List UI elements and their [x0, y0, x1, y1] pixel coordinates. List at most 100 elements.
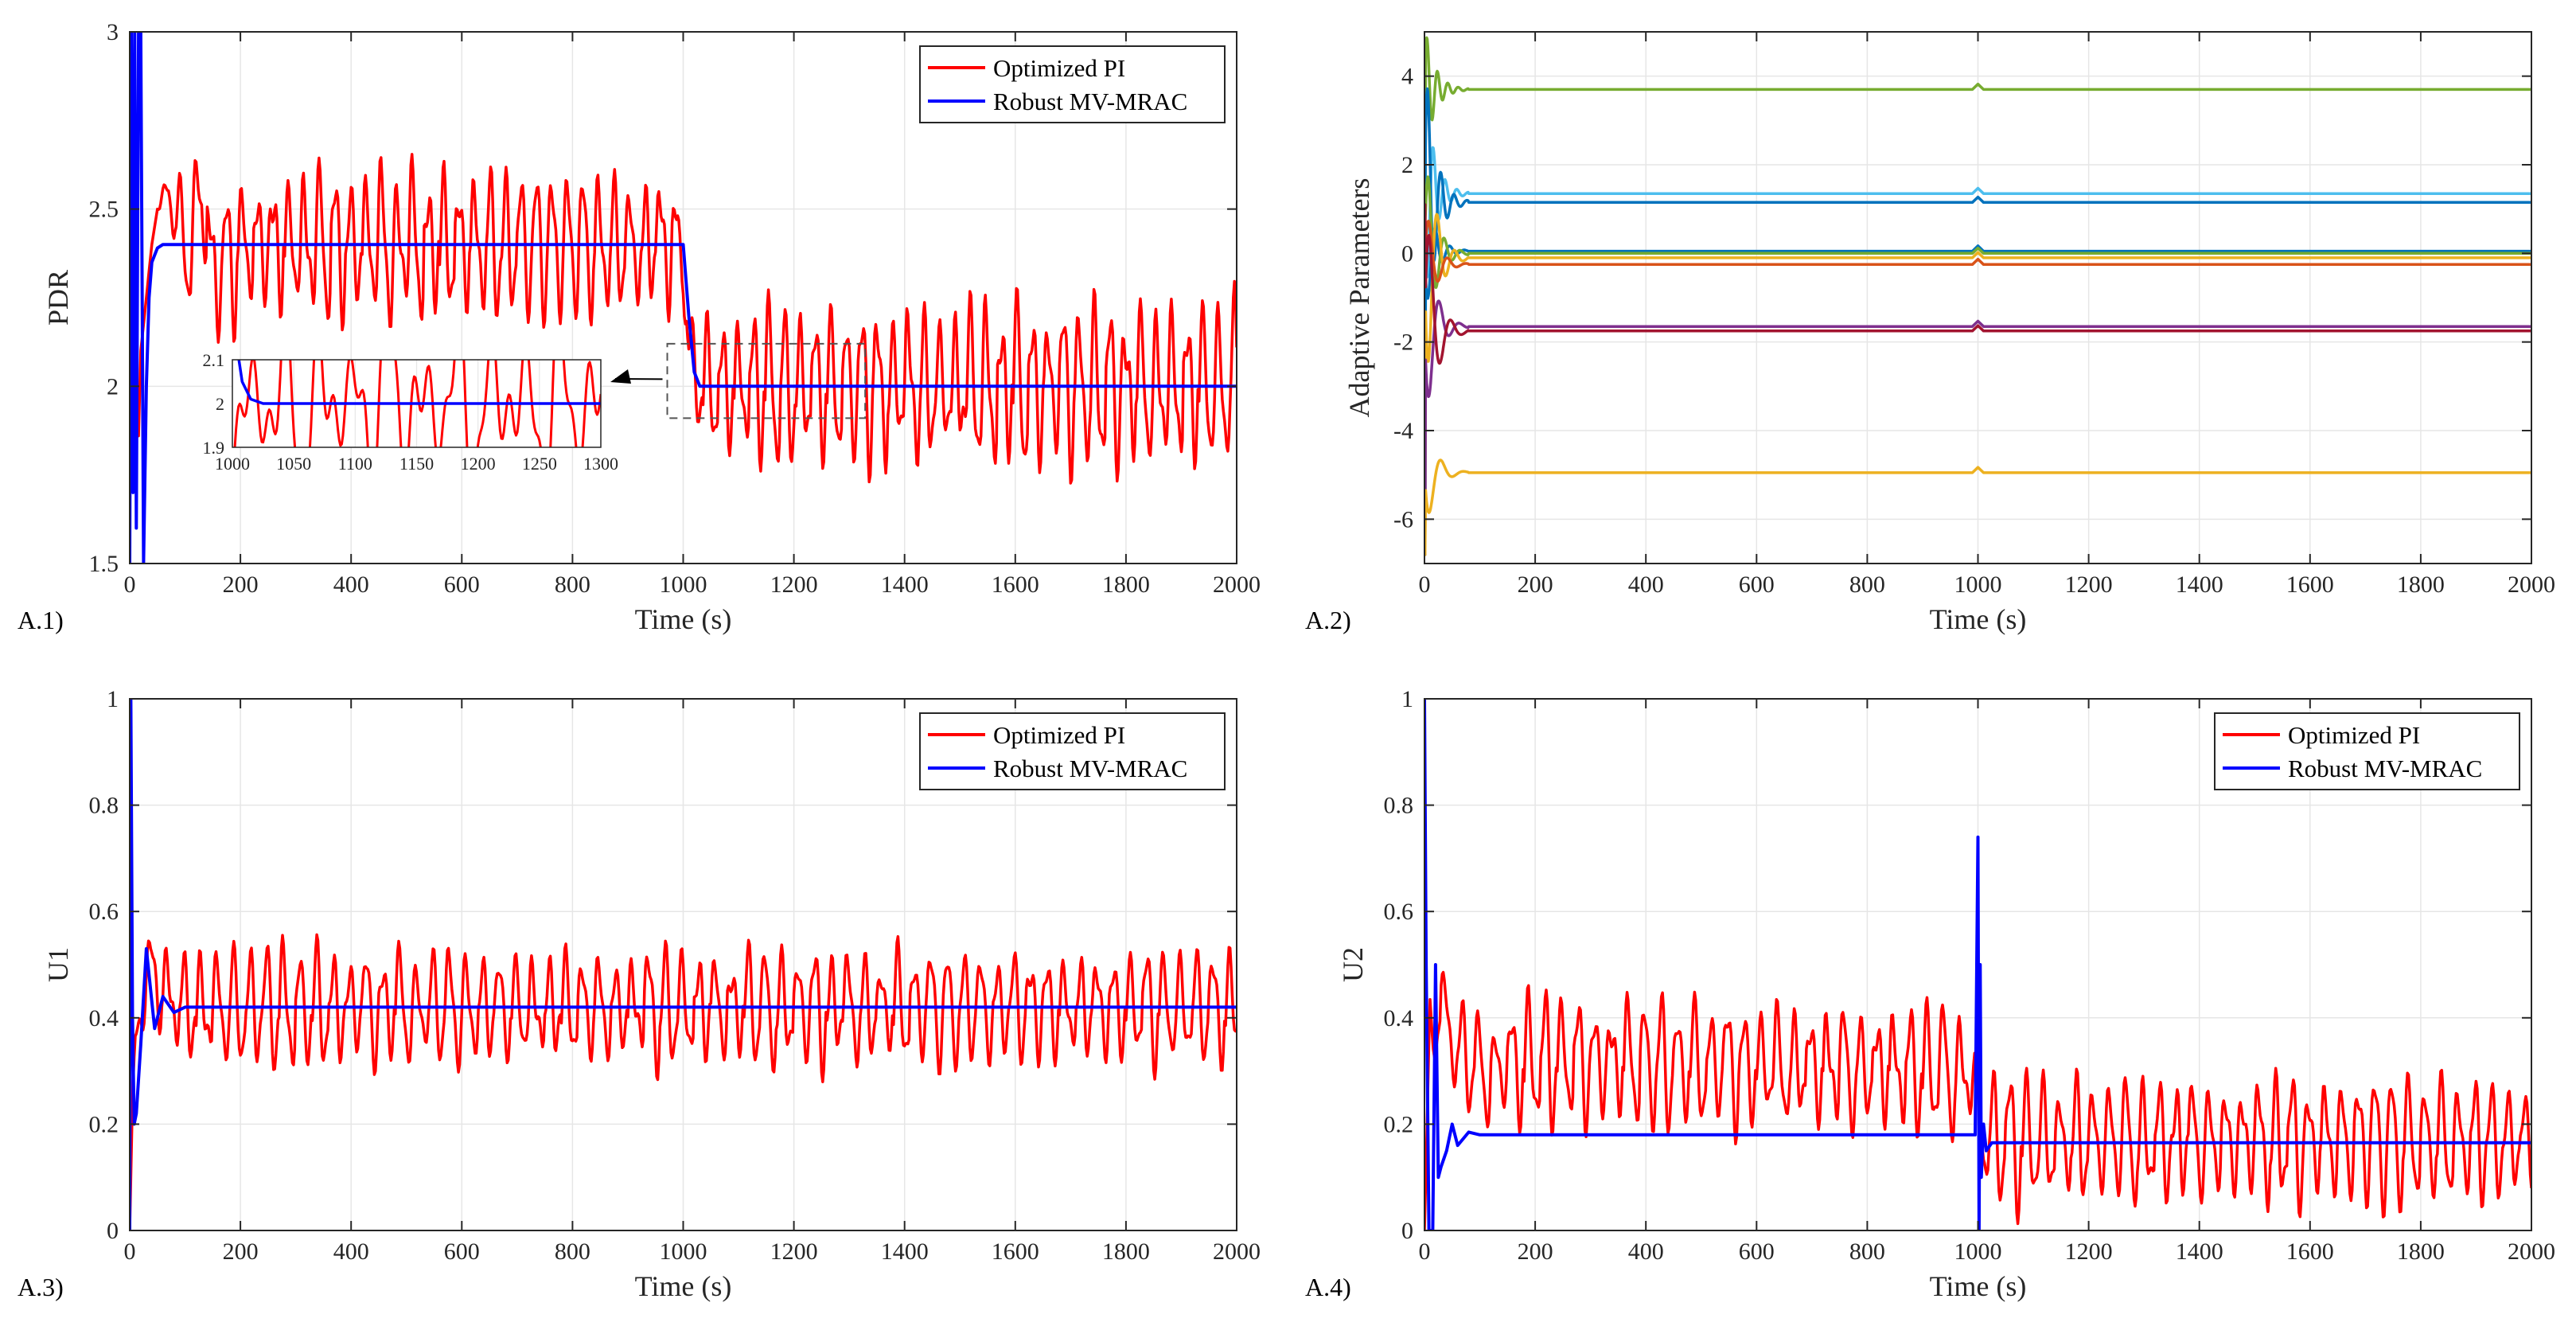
legend-label-optimized-pi: Optimized PI [993, 721, 1125, 749]
x-tick-label: 1000 [660, 1238, 707, 1265]
inset-frame [232, 359, 602, 448]
inset-x-tick-label: 1100 [338, 454, 372, 474]
y-tick-label: 4 [1401, 64, 1413, 90]
series-line-param-3 [1424, 87, 2531, 263]
legend: Optimized PI Robust MV-MRAC [919, 712, 1226, 790]
y-axis-label: PDR [42, 270, 74, 326]
inset-x-tick-label: 1200 [461, 454, 496, 474]
legend-box [919, 45, 1226, 123]
x-tick-label: 1200 [2065, 571, 2113, 598]
y-tick-label: 0 [1401, 240, 1413, 267]
legend-label-robust-mv-mrac: Robust MV-MRAC [2288, 755, 2482, 782]
zoom-arrow-head [610, 369, 631, 384]
x-tick-label: 1200 [770, 571, 818, 598]
panel-label: A.2) [1305, 606, 1351, 634]
legend-label-optimized-pi: Optimized PI [993, 54, 1125, 82]
x-tick-label: 400 [1628, 571, 1664, 598]
x-tick-label: 1200 [2065, 1238, 2113, 1265]
x-tick-label: 1200 [770, 1238, 818, 1265]
x-tick-label: 800 [555, 571, 590, 598]
x-tick-label: 2000 [1213, 571, 1261, 598]
y-tick-label: 0.8 [1384, 793, 1414, 819]
x-tick-label: 0 [124, 1238, 136, 1265]
x-tick-label: 600 [1739, 571, 1775, 598]
x-tick-label: 0 [1419, 1238, 1431, 1265]
x-tick-label: 800 [1849, 1238, 1885, 1265]
inset-y-tick-label: 2 [216, 394, 224, 414]
x-tick-label: 800 [555, 1238, 590, 1265]
x-tick-label: 1000 [1954, 1238, 2002, 1265]
chart-A-1: 0 200 400 600 800 1000 1200 1400 1600 1800 2000 1.5… [18, 19, 1261, 635]
x-tick-label: 600 [1739, 1238, 1775, 1265]
y-axis-label: Adaptive Parameters [1343, 178, 1375, 418]
y-tick-label: 0.6 [1384, 899, 1414, 925]
y-tick-label: 3 [107, 19, 119, 45]
y-tick-label: 0 [107, 1218, 119, 1244]
inset-x-tick-label: 1000 [215, 454, 250, 474]
y-tick-label: 0 [1401, 1218, 1413, 1244]
x-tick-label: 1400 [2176, 571, 2223, 598]
legend-box [919, 712, 1226, 790]
inset-y-tick-label: 2.1 [203, 350, 225, 370]
legend-box [2214, 712, 2520, 790]
y-tick-label: 0.4 [1384, 1005, 1414, 1032]
y-tick-label: 1 [1401, 686, 1413, 712]
x-tick-label: 800 [1849, 571, 1885, 598]
x-axis-label: Time (s) [1930, 603, 2027, 635]
x-tick-label: 2000 [2508, 1238, 2555, 1265]
x-tick-label: 200 [1518, 1238, 1553, 1265]
y-tick-label: 0.2 [89, 1111, 119, 1137]
y-tick-label: 2.5 [89, 197, 119, 223]
series-line-param-1 [1424, 36, 2531, 242]
x-tick-label: 1400 [881, 1238, 929, 1265]
x-tick-label: 1400 [881, 571, 929, 598]
x-axis-label: Time (s) [635, 603, 732, 635]
x-axis-label: Time (s) [635, 1270, 732, 1302]
series-line-param-8 [1424, 299, 2531, 556]
legend-label-robust-mv-mrac: Robust MV-MRAC [993, 755, 1187, 782]
x-tick-label: 200 [1518, 571, 1553, 598]
x-tick-label: 400 [333, 571, 369, 598]
series-line-param-7 [1424, 212, 2531, 283]
inset-x-tick-label: 1250 [522, 454, 557, 474]
legend: Optimized PI Robust MV-MRAC [2214, 712, 2520, 790]
x-tick-label: 400 [333, 1238, 369, 1265]
y-tick-label: 0.4 [89, 1005, 119, 1032]
x-tick-label: 600 [444, 1238, 480, 1265]
series-line-param-9 [1424, 203, 2531, 365]
series-line-param-6 [1424, 213, 2531, 556]
chart-A-3: 0 200 400 600 800 1000 1200 1400 1600 1800 2000 0 0.… [18, 686, 1261, 1302]
y-tick-label: 0.6 [89, 899, 119, 925]
series-line-robust-mv-mrac [130, 699, 1237, 1230]
panel-label: A.4) [1305, 1273, 1351, 1301]
y-tick-label: 2 [107, 373, 119, 400]
x-tick-label: 1600 [2286, 571, 2334, 598]
y-tick-label: -2 [1393, 330, 1413, 356]
y-tick-label: -6 [1393, 506, 1413, 532]
x-tick-label: 200 [223, 571, 259, 598]
x-axis-label: Time (s) [1930, 1270, 2027, 1302]
y-axis-label: U2 [1337, 947, 1369, 982]
y-tick-label: 0.2 [1384, 1111, 1414, 1137]
x-tick-label: 0 [124, 571, 136, 598]
y-tick-label: 1 [107, 686, 119, 712]
panel-label: A.1) [18, 606, 64, 634]
panel-label: A.3) [18, 1273, 64, 1301]
x-tick-label: 2000 [2508, 571, 2555, 598]
inset-series-optimized-pi [233, 360, 601, 447]
series-line-robust-mv-mrac [1424, 699, 2531, 1230]
legend-label-robust-mv-mrac: Robust MV-MRAC [993, 88, 1187, 115]
legend: Optimized PI Robust MV-MRAC [919, 45, 1226, 123]
y-tick-label: -4 [1393, 418, 1413, 444]
series-line-robust-mv-mrac [130, 32, 1237, 564]
x-tick-label: 1600 [992, 1238, 1039, 1265]
x-tick-label: 2000 [1213, 1238, 1261, 1265]
series-line-optimized-pi [130, 58, 1237, 485]
x-tick-label: 1800 [2397, 1238, 2445, 1265]
legend-label-optimized-pi: Optimized PI [2288, 721, 2420, 749]
series-line-param-5 [1424, 175, 2531, 289]
inset-x-tick-label: 1300 [583, 454, 618, 474]
inset-series-robust-mv-mrac [237, 360, 601, 405]
x-tick-label: 600 [444, 571, 480, 598]
x-tick-label: 200 [223, 1238, 259, 1265]
